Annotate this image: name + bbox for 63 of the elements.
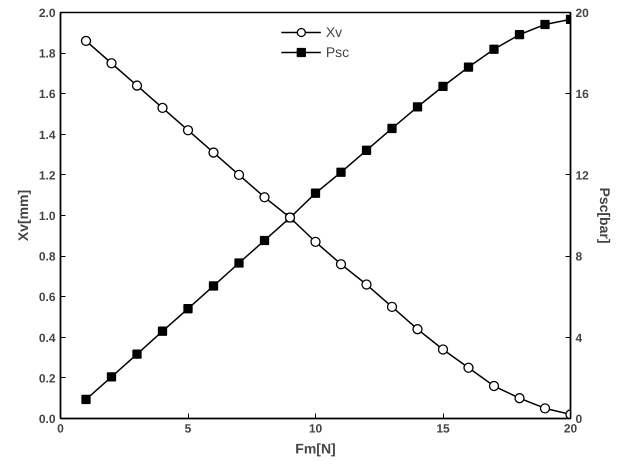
point [132, 350, 142, 359]
point [336, 168, 346, 177]
point [208, 281, 218, 291]
y-tick-label: 0.4 [38, 330, 56, 345]
point [234, 258, 244, 268]
point [158, 326, 168, 336]
y2-tick-label: 16 [576, 87, 590, 102]
point [412, 102, 422, 112]
point [80, 36, 92, 46]
x-axis-title: Fm[N] [295, 440, 336, 456]
point [310, 236, 321, 248]
y2-axis-title: Psc[bar] [596, 187, 613, 244]
point [540, 20, 550, 30]
point [514, 30, 524, 40]
y-tick-label: 0.0 [38, 412, 56, 426]
point [438, 82, 448, 92]
point [234, 170, 244, 180]
point [362, 146, 372, 155]
point [157, 102, 168, 114]
point [412, 324, 423, 334]
y-tick-label: 0.8 [38, 250, 56, 264]
point [336, 259, 346, 270]
point [208, 147, 219, 158]
point [260, 236, 270, 246]
y-tick-label: 1.6 [38, 87, 56, 102]
point [106, 372, 116, 382]
point [259, 192, 270, 202]
y-tick-label: 1.0 [38, 209, 56, 223]
y-tick-label: 0.6 [38, 290, 56, 304]
y2-tick-label: 0 [576, 412, 582, 426]
y2-tick-label: 12 [576, 168, 590, 182]
point [438, 344, 448, 355]
point [489, 44, 499, 54]
point [182, 125, 194, 136]
x-tick-label: 5 [184, 422, 192, 436]
x-tick-label: 15 [436, 422, 450, 436]
point [514, 393, 525, 404]
point [132, 80, 142, 91]
x-tick-label: 20 [564, 422, 578, 436]
point [183, 304, 193, 314]
y-tick-label: 1.8 [38, 46, 56, 61]
point [106, 58, 117, 68]
y-tick-label: 1.4 [38, 128, 56, 142]
y2-tick-label: 20 [576, 6, 590, 20]
point [386, 302, 398, 312]
point [387, 124, 397, 134]
point [81, 394, 91, 404]
x-tick-label: 0 [57, 422, 64, 436]
y2-tick-label: 8 [576, 250, 582, 264]
y2-tick-label: 4 [576, 330, 582, 345]
y-tick-label: 0.2 [38, 371, 56, 386]
point [540, 403, 550, 414]
y-axis-title: Xv[mm] [14, 190, 31, 242]
point [310, 188, 320, 198]
point [463, 362, 474, 373]
point [464, 62, 474, 72]
legend-label: Xv [326, 24, 344, 40]
legend-label: Psc [326, 44, 350, 60]
x-tick-label: 10 [308, 422, 322, 436]
point [361, 279, 372, 290]
point [488, 380, 500, 392]
y-tick-label: 2.0 [38, 6, 56, 20]
y-tick-label: 1.2 [38, 168, 56, 182]
